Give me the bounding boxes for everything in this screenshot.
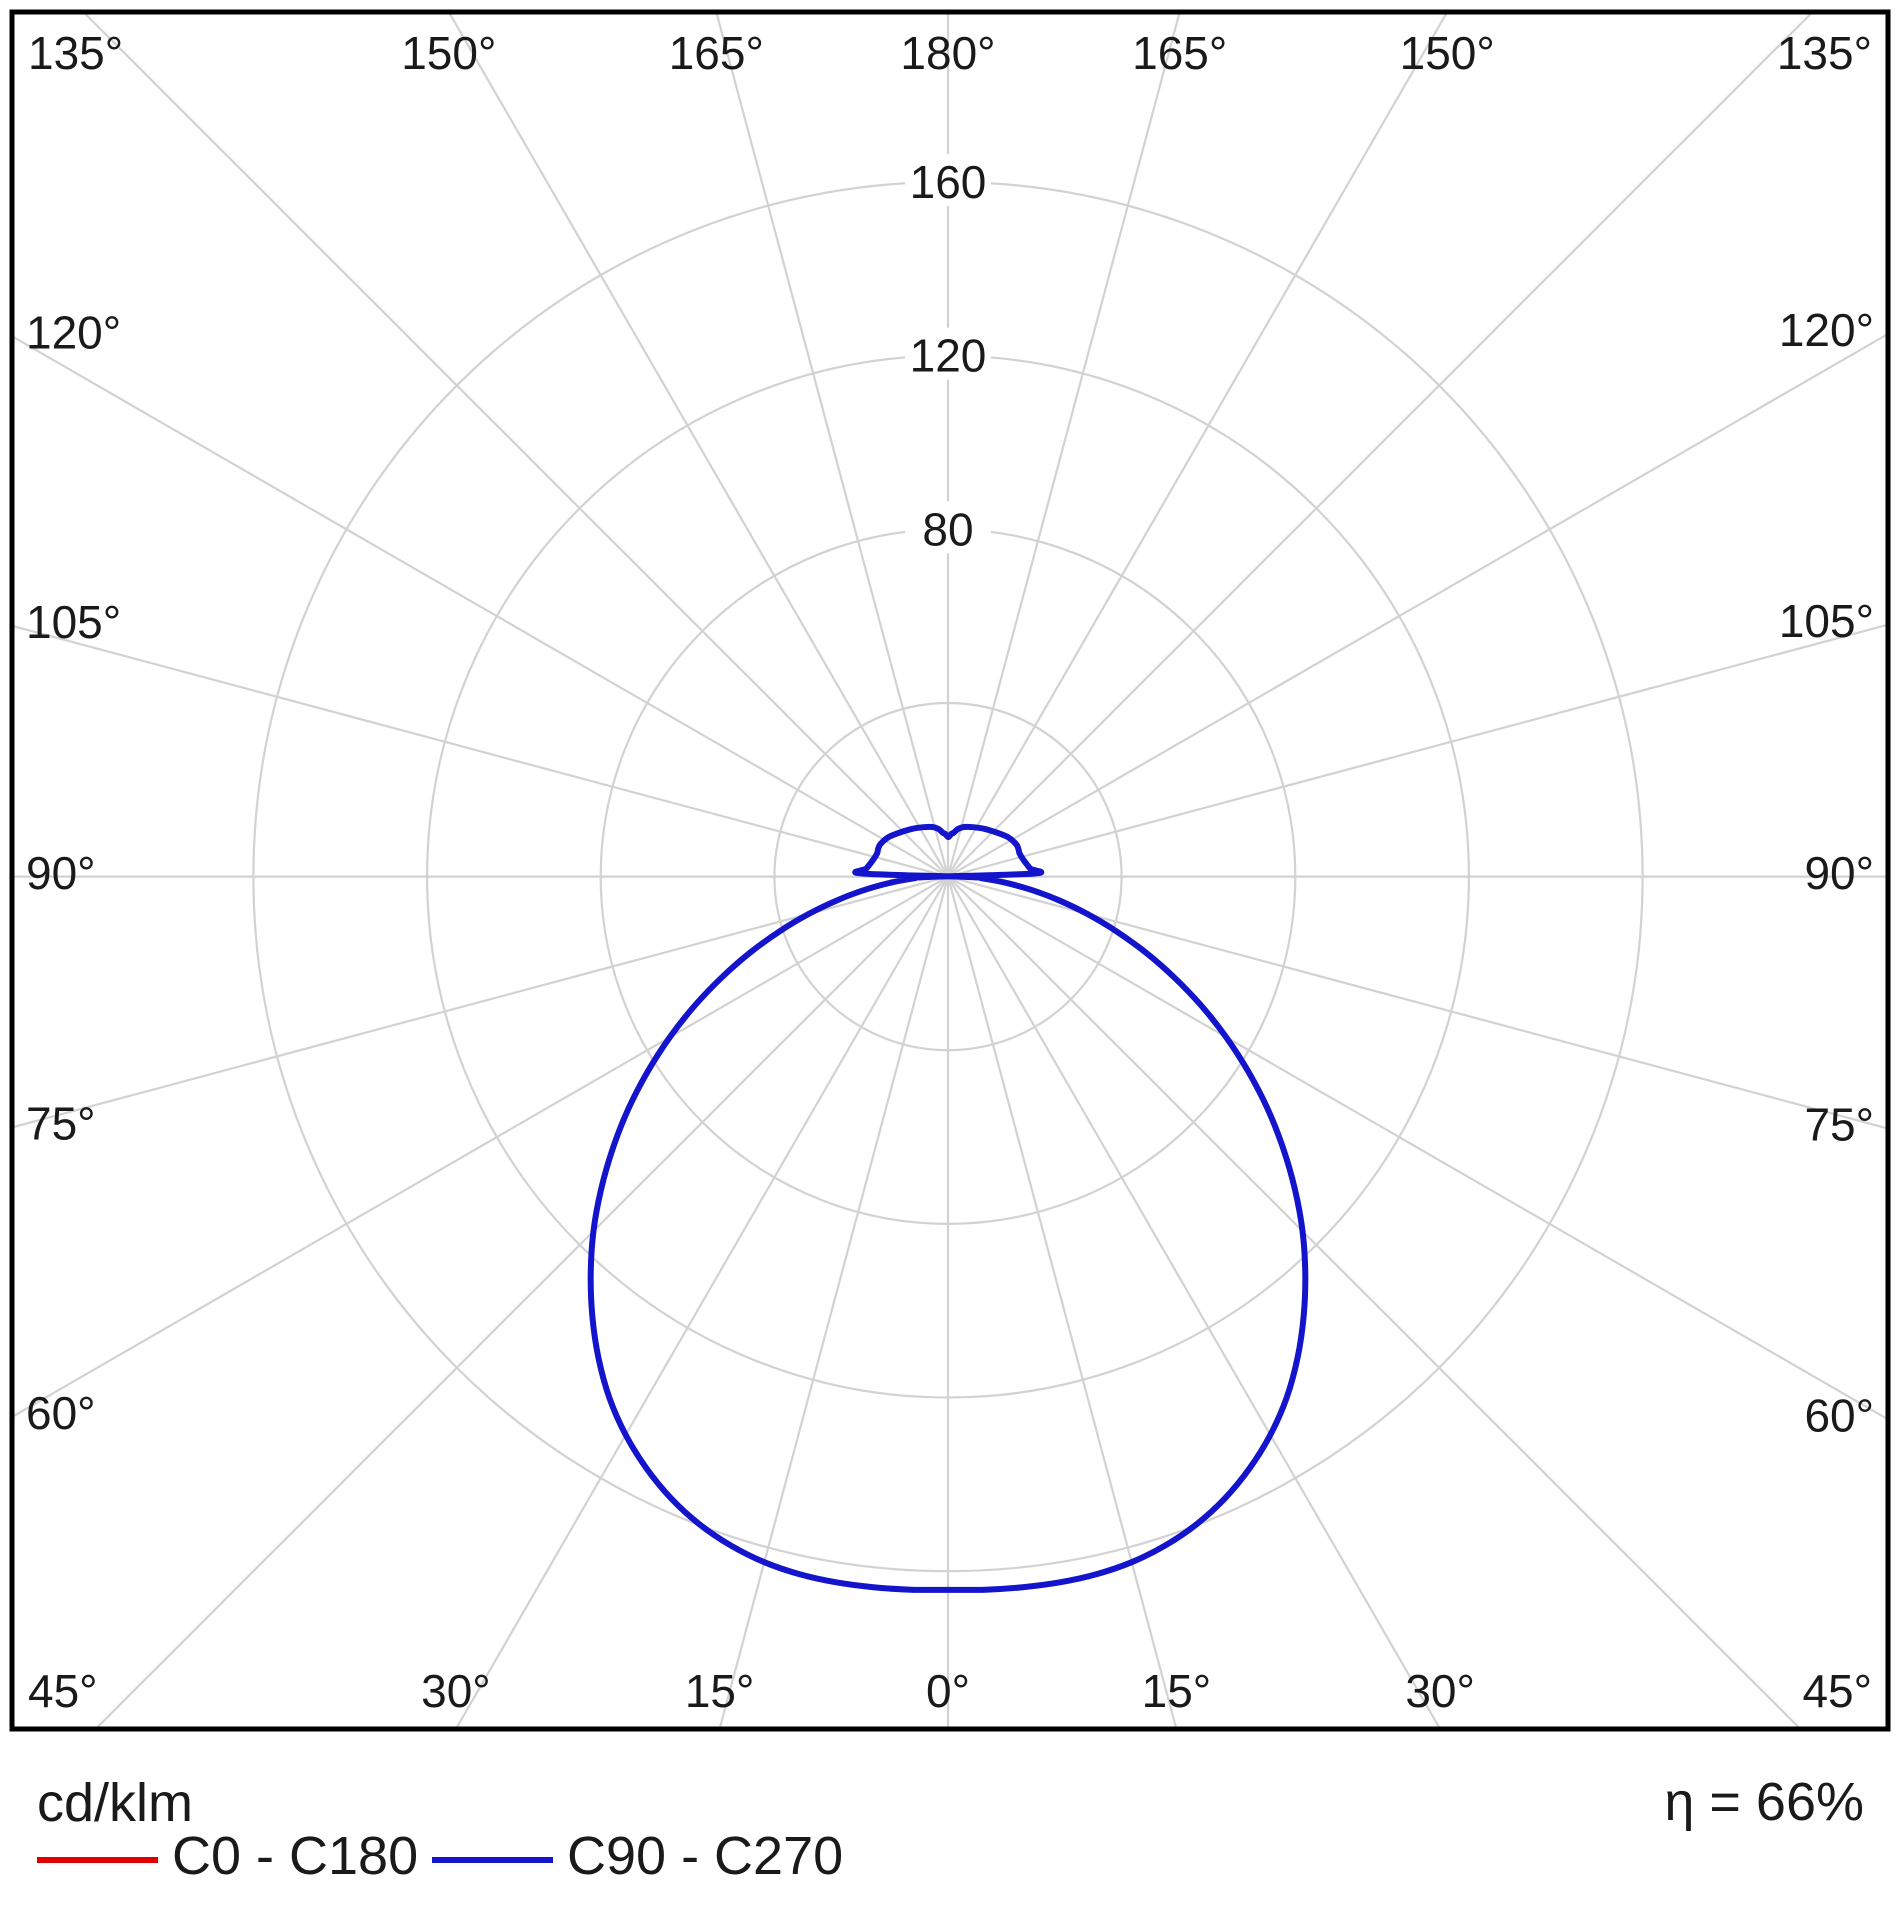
svg-text:160: 160 xyxy=(910,156,987,208)
svg-text:120°: 120° xyxy=(26,306,121,358)
svg-text:cd/klm: cd/klm xyxy=(37,1773,193,1833)
svg-text:60°: 60° xyxy=(1804,1389,1874,1441)
svg-text:120: 120 xyxy=(910,330,987,382)
svg-text:90°: 90° xyxy=(1804,847,1874,899)
svg-text:150°: 150° xyxy=(401,27,496,79)
svg-text:105°: 105° xyxy=(1779,595,1874,647)
svg-text:75°: 75° xyxy=(26,1098,96,1150)
svg-text:165°: 165° xyxy=(1132,27,1227,79)
svg-text:0°: 0° xyxy=(926,1665,970,1717)
svg-text:150°: 150° xyxy=(1400,27,1495,79)
svg-text:45°: 45° xyxy=(1802,1665,1872,1717)
svg-text:15°: 15° xyxy=(1142,1665,1212,1717)
svg-text:30°: 30° xyxy=(1405,1665,1475,1717)
svg-text:C90 - C270: C90 - C270 xyxy=(567,1826,843,1886)
svg-text:135°: 135° xyxy=(28,27,123,79)
svg-text:30°: 30° xyxy=(421,1665,491,1717)
svg-text:165°: 165° xyxy=(669,27,764,79)
svg-text:80: 80 xyxy=(922,503,973,555)
svg-text:η = 66%: η = 66% xyxy=(1664,1772,1864,1832)
svg-text:90°: 90° xyxy=(26,847,96,899)
svg-text:C0 - C180: C0 - C180 xyxy=(172,1826,418,1886)
svg-text:120°: 120° xyxy=(1779,304,1874,356)
svg-text:45°: 45° xyxy=(28,1665,98,1717)
svg-text:135°: 135° xyxy=(1777,27,1872,79)
svg-text:180°: 180° xyxy=(900,27,995,79)
svg-text:105°: 105° xyxy=(26,596,121,648)
svg-text:75°: 75° xyxy=(1804,1099,1874,1151)
svg-text:15°: 15° xyxy=(685,1665,755,1717)
svg-text:60°: 60° xyxy=(26,1387,96,1439)
